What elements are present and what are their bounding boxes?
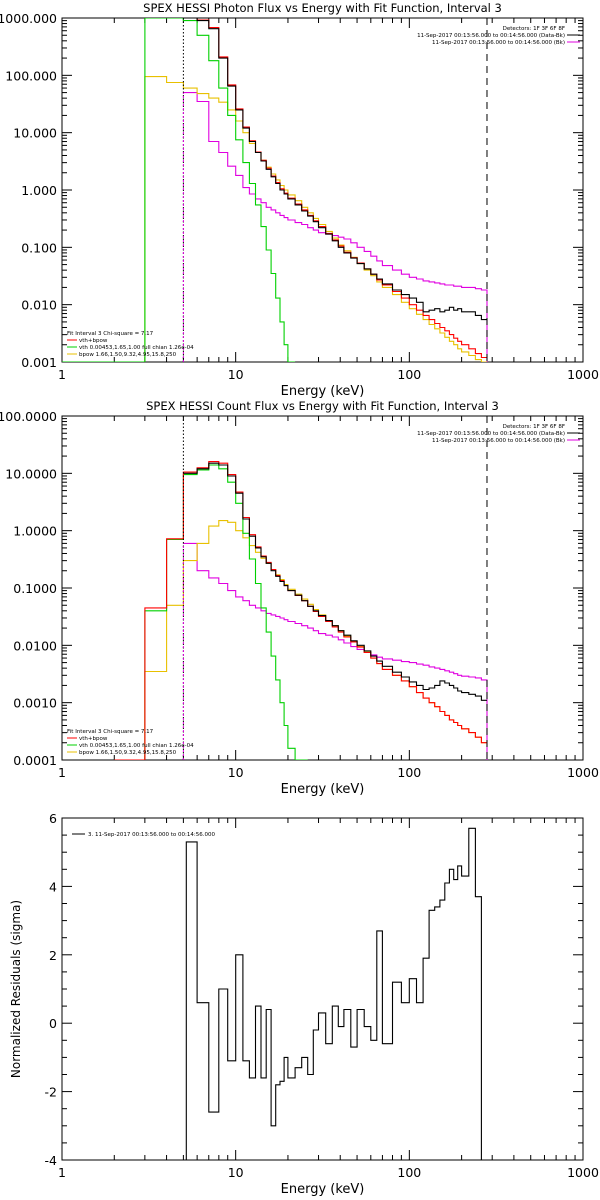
y-tick-label: 0.100 — [21, 240, 57, 255]
x-tick-label: 1000 — [567, 367, 599, 382]
panel-2: SPEX HESSI Count Flux vs Energy with Fit… — [0, 399, 599, 797]
series-total — [114, 461, 487, 760]
x-tick-label: 1 — [58, 1165, 66, 1180]
y-tick-label: 0.0010 — [13, 696, 57, 711]
legend-left-entry: vth+bpow — [79, 338, 108, 344]
legend-left-entry: vth 0.00453,1.65,1.00 full chian 1.26e-0… — [79, 345, 194, 351]
x-tick-label: 1 — [58, 765, 66, 780]
x-tick-label: 100 — [397, 765, 421, 780]
x-tick-label: 10 — [228, 765, 244, 780]
y-tick-label: 100.000 — [5, 68, 57, 83]
y-tick-label: 6 — [49, 811, 57, 826]
x-axis-label-1: Energy (keV) — [281, 384, 365, 399]
y-tick-label: 100.0000 — [0, 409, 57, 424]
legend-right-entry: 11-Sep-2017 00:13:56.000 to 00:14:56.000… — [417, 33, 565, 39]
x-tick-label: 10 — [228, 367, 244, 382]
y-tick-label: 2 — [49, 948, 57, 963]
series-data — [183, 462, 487, 701]
y-tick-label: 0.001 — [21, 355, 57, 370]
x-tick-label: 100 — [397, 1165, 421, 1180]
plot-frame-3 — [61, 817, 584, 1161]
y-axis-label-3: Normalized Residuals (sigma) — [9, 900, 23, 1078]
y-tick-label: 0.0100 — [13, 638, 57, 653]
y-tick-label: 0 — [49, 1016, 57, 1031]
plot-area-1 — [62, 18, 488, 362]
series-vth — [114, 464, 308, 760]
legend-left-entry: vth+bpow — [79, 736, 108, 742]
legend-left-entry: Fit Interval 3 Chi-square = 7.17 — [67, 729, 154, 735]
y-tick-label: 4 — [49, 879, 57, 894]
y-tick-label: 1.000 — [21, 183, 57, 198]
legend-left-entry: Fit Interval 3 Chi-square = 7.17 — [67, 331, 154, 337]
legend-right-entry: Detectors: 1F 3F 6F 8F — [503, 424, 565, 430]
y-tick-label: 0.010 — [21, 298, 57, 313]
x-tick-label: 10 — [228, 1165, 244, 1180]
y-tick-label: -2 — [45, 1085, 57, 1100]
plot-area-2 — [114, 416, 488, 760]
chart-title-1: SPEX HESSI Photon Flux vs Energy with Fi… — [143, 1, 502, 15]
series-bpow — [114, 520, 487, 760]
x-tick-label: 1000 — [567, 765, 599, 780]
panel-1: SPEX HESSI Photon Flux vs Energy with Fi… — [0, 1, 599, 399]
plot-frame-1 — [61, 17, 584, 363]
legend-left-entry: vth 0.00453,1.65,1.00 full chian 1.26e-0… — [79, 743, 194, 749]
y-tick-label: 1.0000 — [13, 524, 57, 539]
series-total — [183, 18, 487, 359]
y-tick-label: 0.1000 — [13, 581, 57, 596]
y-tick-label: 10.000 — [13, 126, 57, 141]
x-tick-label: 1000 — [567, 1165, 599, 1180]
legend-right-entry: 11-Sep-2017 00:13:56.000 to 00:14:56.000… — [417, 431, 565, 437]
panel-3: 1 10 100 1000 Energy (keV) -4 -2 0 2 4 6 Normalized… — [9, 811, 599, 1197]
series-vth — [62, 18, 296, 362]
x-tick-label: 1 — [58, 367, 66, 382]
series-data — [185, 827, 482, 1160]
legend-right-entry: 11-Sep-2017 00:13:56.000 to 00:14:56.000… — [432, 40, 565, 46]
x-axis-label-3: Energy (keV) — [281, 1182, 365, 1197]
x-axis-label-2: Energy (keV) — [281, 782, 365, 797]
y-tick-label: 0.0001 — [13, 753, 57, 768]
plot-area-3 — [185, 827, 482, 1160]
plot-frame-2 — [61, 415, 584, 761]
y-tick-label: 1000.000 — [0, 11, 57, 26]
legend-right-entry: 11-Sep-2017 00:13:56.000 to 00:14:56.000… — [432, 438, 565, 444]
series-bpow — [62, 76, 487, 362]
series-data — [183, 18, 487, 321]
legend-left-entry: bpow 1.66,1.50,9.32,4.95,15.8,250 — [79, 750, 177, 756]
legend-left-entry: bpow 1.66,1.50,9.32,4.95,15.8,250 — [79, 352, 177, 358]
y-tick-label: 10.0000 — [5, 466, 57, 481]
legend-right-entry: Detectors: 1F 3F 6F 8F — [503, 26, 565, 32]
legend-left-entry: 3. 11-Sep-2017 00:13:56.000 to 00:14:56.… — [88, 832, 215, 838]
x-tick-label: 100 — [397, 367, 421, 382]
series-bkg — [183, 542, 488, 760]
chart-title-2: SPEX HESSI Count Flux vs Energy with Fit… — [146, 399, 499, 413]
y-tick-label: -4 — [45, 1153, 58, 1168]
series-bkg — [183, 92, 488, 362]
